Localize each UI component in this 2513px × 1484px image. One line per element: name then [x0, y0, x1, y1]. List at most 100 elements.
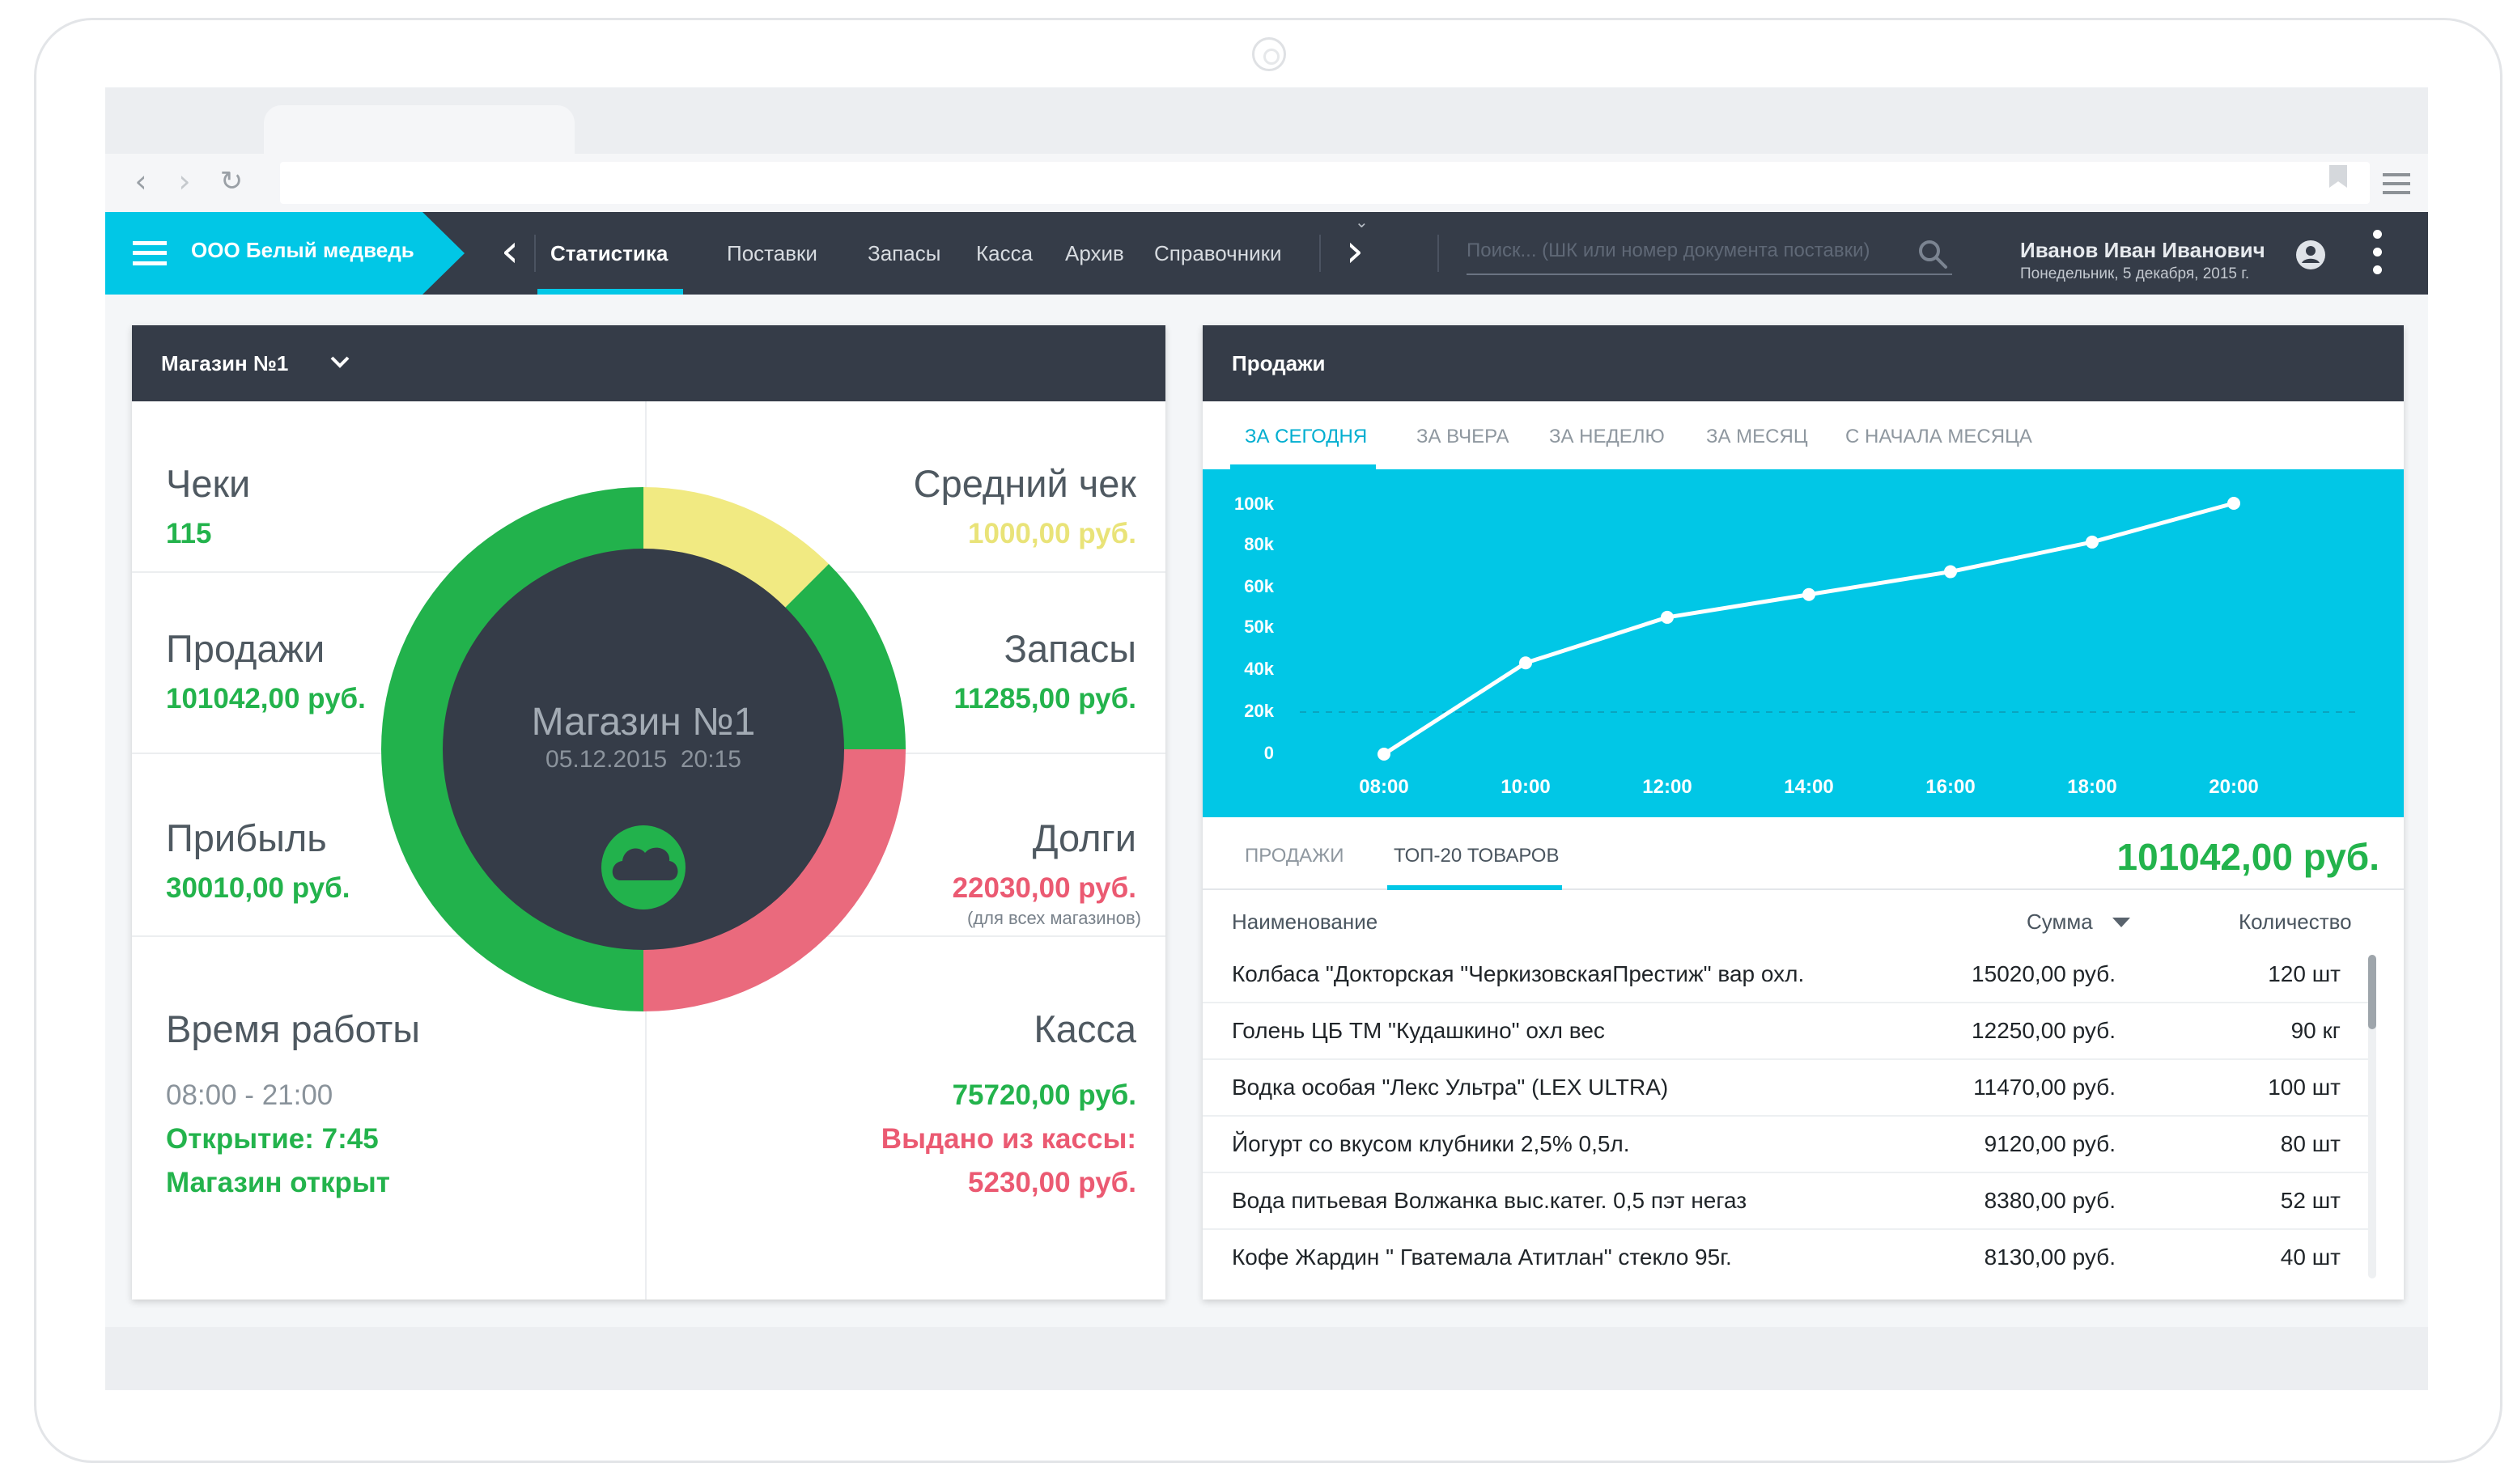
- store-selector[interactable]: Магазин №1: [161, 351, 289, 375]
- product-qty: 40 шт: [2280, 1244, 2341, 1270]
- table-header: Наименование Сумма Количество: [1203, 892, 2404, 947]
- camera-icon: [1252, 37, 1286, 71]
- nav-prev-icon[interactable]: ‹: [500, 225, 520, 278]
- nav-tab-directories[interactable]: Справочники: [1154, 241, 1282, 265]
- ring-center: [443, 549, 844, 950]
- product-qty: 52 шт: [2280, 1188, 2341, 1213]
- table-row[interactable]: Вода питьевая Волжанка выс.катег. 0,5 пэ…: [1203, 1173, 2368, 1230]
- search-icon[interactable]: [1917, 238, 1949, 270]
- y-tick-label: 80k: [1244, 534, 1274, 554]
- cloud-icon: [601, 825, 686, 909]
- table-scrollbar[interactable]: [2368, 955, 2376, 1278]
- user-name[interactable]: Иванов Иван Иванович: [2020, 238, 2265, 262]
- account-icon[interactable]: [2295, 240, 2326, 270]
- cash-issued-value: 5230,00 руб.: [968, 1167, 1136, 1198]
- nav-tab-cash[interactable]: Касса: [976, 241, 1034, 265]
- product-sum: 8380,00 руб.: [1984, 1188, 2116, 1213]
- avg-check-label: Средний чек: [913, 462, 1136, 505]
- nav-tab-statistics[interactable]: Статистика: [550, 241, 669, 265]
- more-vert-icon[interactable]: [2371, 230, 2383, 277]
- nav-divider: [534, 235, 536, 272]
- data-point: [2086, 535, 2099, 549]
- nav-tab-deliveries[interactable]: Поставки: [727, 241, 817, 265]
- search-field[interactable]: Поиск... (ШК или номер документа поставк…: [1467, 240, 1952, 275]
- x-tick-label: 08:00: [1359, 776, 1408, 798]
- subtab-sales[interactable]: ПРОДАЖИ: [1245, 845, 1344, 867]
- table-row[interactable]: Кофе Жардин " Гватемала Атитлан" стекло …: [1203, 1230, 2368, 1287]
- series-line: [1382, 501, 2235, 757]
- menu-icon[interactable]: [133, 241, 167, 265]
- sales-card: Продажи ЗА СЕГОДНЯ ЗА ВЧЕРА ЗА НЕДЕЛЮ ЗА…: [1203, 325, 2404, 1300]
- y-tick-label: 0: [1264, 743, 1274, 763]
- nav-divider: [1319, 235, 1321, 272]
- sales-label: Продажи: [166, 627, 325, 670]
- data-point: [1661, 610, 1674, 624]
- cash-value: 75720,00 руб.: [952, 1079, 1136, 1111]
- subtab-top20[interactable]: ТОП-20 ТОВАРОВ: [1394, 845, 1560, 867]
- subtab-indicator: [1387, 885, 1562, 890]
- reload-icon[interactable]: ↻: [219, 165, 244, 197]
- sales-value: 101042,00 руб.: [166, 683, 366, 714]
- product-sum: 15020,00 руб.: [1972, 961, 2116, 986]
- sales-line-chart[interactable]: 100k 80k 60k 50k 40k 20k 0 08:00 10:00 12:00 14:00…: [1203, 469, 2404, 817]
- forward-icon[interactable]: ›: [178, 163, 191, 199]
- product-name: Кофе Жардин " Гватемала Атитлан" стекло …: [1232, 1244, 1732, 1270]
- debts-label: Долги: [1032, 816, 1136, 859]
- checks-value: 115: [166, 518, 212, 549]
- period-tab-month-start[interactable]: С НАЧАЛА МЕСЯЦА: [1845, 426, 2032, 447]
- debts-note: (для всех магазинов): [967, 908, 1141, 928]
- store-ring-chart[interactable]: Магазин №1 05.12.2015 20:15: [381, 487, 906, 1011]
- browser-window: ‹ › ↻ ООО Белый медведь ‹ Статистика Пос…: [105, 87, 2428, 1390]
- period-tab-week[interactable]: ЗА НЕДЕЛЮ: [1549, 426, 1665, 447]
- x-tick-label: 20:00: [2209, 776, 2258, 798]
- product-name: Йогурт со вкусом клубники 2,5% 0,5л.: [1232, 1131, 1630, 1156]
- column-header-qty[interactable]: Количество: [2239, 909, 2352, 934]
- back-icon[interactable]: ‹: [134, 163, 147, 199]
- profit-value: 30010,00 руб.: [166, 872, 350, 904]
- cash-label: Касса: [1034, 1007, 1136, 1050]
- y-tick-label: 50k: [1244, 617, 1274, 637]
- avg-check-value: 1000,00 руб.: [968, 518, 1136, 549]
- store-status: Магазин открыт: [166, 1167, 390, 1198]
- hours-range: 08:00 - 21:00: [166, 1079, 333, 1111]
- active-tab-indicator: [537, 289, 683, 295]
- stock-value: 11285,00 руб.: [953, 683, 1136, 714]
- app-header: ООО Белый медведь ‹ Статистика Поставки …: [105, 212, 2428, 295]
- period-tabs: ЗА СЕГОДНЯ ЗА ВЧЕРА ЗА НЕДЕЛЮ ЗА МЕСЯЦ С…: [1203, 401, 2404, 469]
- period-tab-today[interactable]: ЗА СЕГОДНЯ: [1245, 426, 1368, 447]
- stock-label: Запасы: [1004, 627, 1136, 670]
- column-header-name[interactable]: Наименование: [1232, 909, 1378, 934]
- product-name: Голень ЦБ ТМ "Кудашкино" охл вес: [1232, 1018, 1605, 1043]
- product-sum: 9120,00 руб.: [1984, 1131, 2116, 1156]
- column-header-sum[interactable]: Сумма: [2027, 909, 2093, 934]
- nav-next-icon[interactable]: ›: [1345, 225, 1365, 278]
- sort-desc-icon[interactable]: [2112, 918, 2130, 927]
- table-scrollbar-thumb[interactable]: [2368, 955, 2376, 1029]
- nav-tab-stock[interactable]: Запасы: [868, 241, 941, 265]
- bookmark-icon[interactable]: [2329, 165, 2347, 188]
- table-row[interactable]: Колбаса "Докторская "ЧеркизовскаяПрестиж…: [1203, 947, 2368, 1003]
- data-point: [1519, 656, 1532, 670]
- table-row[interactable]: Йогурт со вкусом клубники 2,5% 0,5л. 912…: [1203, 1117, 2368, 1173]
- table-row[interactable]: Водка особая "Лекс Ультра" (LEX ULTRA) 1…: [1203, 1060, 2368, 1117]
- period-tab-month[interactable]: ЗА МЕСЯЦ: [1706, 426, 1808, 447]
- x-tick-label: 14:00: [1784, 776, 1833, 798]
- product-qty: 100 шт: [2268, 1075, 2341, 1100]
- browser-menu-icon[interactable]: [2383, 173, 2410, 194]
- chevron-down-icon[interactable]: ⌄: [1355, 212, 1369, 231]
- x-tick-label: 16:00: [1925, 776, 1975, 798]
- checks-label: Чеки: [166, 462, 251, 505]
- window-bottom-strip: [105, 1327, 2428, 1390]
- nav-tab-archive[interactable]: Архив: [1065, 241, 1124, 265]
- product-qty: 80 шт: [2280, 1131, 2341, 1156]
- table-row[interactable]: Голень ЦБ ТМ "Кудашкино" охл вес 12250,0…: [1203, 1003, 2368, 1060]
- chevron-down-icon[interactable]: [326, 348, 354, 375]
- product-name: Колбаса "Докторская "ЧеркизовскаяПрестиж…: [1232, 961, 1805, 986]
- address-bar[interactable]: [280, 162, 2370, 204]
- data-point: [1377, 748, 1390, 761]
- sales-title: Продажи: [1232, 351, 1326, 375]
- period-tab-yesterday[interactable]: ЗА ВЧЕРА: [1416, 426, 1509, 447]
- company-badge[interactable]: ООО Белый медведь: [105, 212, 465, 295]
- dashboard: Магазин №1 Чеки 115 Средний чек 1000,00 …: [105, 295, 2428, 1327]
- browser-tab[interactable]: [264, 105, 575, 155]
